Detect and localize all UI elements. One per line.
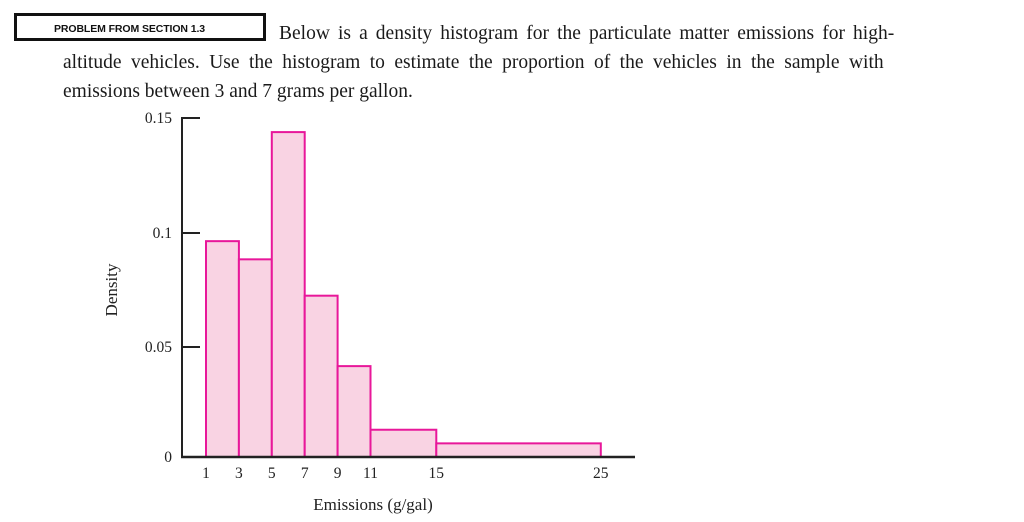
problem-text-line-1: Below is a density histogram for the par… (279, 23, 895, 44)
x-tick-label: 7 (301, 465, 309, 482)
histogram-bar-9-11 (336, 365, 372, 458)
histogram-bar-1-3 (205, 240, 240, 458)
y-tick-label: 0.15 (145, 110, 172, 127)
histogram-bar-15-25 (435, 442, 602, 459)
x-tick-label: 5 (268, 465, 276, 482)
y-axis-title: Density (102, 263, 121, 316)
x-tick-label: 9 (334, 465, 342, 482)
x-axis-title: Emissions (g/gal) (313, 495, 432, 514)
x-tick-label: 11 (363, 465, 378, 482)
y-axis-ticks: 0 0.05 0.1 0.15 (145, 110, 200, 466)
y-tick-label: 0.1 (153, 225, 172, 242)
chart-axes (181, 117, 635, 459)
x-tick-label: 15 (429, 465, 445, 482)
problem-section-label: PROBLEM FROM SECTION 1.3 (14, 13, 266, 41)
histogram-bar-11-15 (369, 428, 438, 458)
problem-text-line-3: emissions between 3 and 7 grams per gall… (63, 81, 413, 102)
problem-text-line-2: altitude vehicles. Use the histogram to … (63, 52, 884, 73)
x-tick-label: 25 (593, 465, 609, 482)
x-axis-ticks: 1 3 5 7 9 11 15 25 (202, 465, 609, 482)
histogram-bar-3-5 (237, 258, 273, 458)
histogram-bar-5-7 (270, 131, 306, 458)
histogram-bars (205, 131, 602, 459)
y-tick-label: 0 (164, 449, 172, 466)
x-tick-label: 1 (202, 465, 210, 482)
histogram-bar-7-9 (303, 294, 339, 458)
x-tick-label: 3 (235, 465, 243, 482)
y-tick-label: 0.05 (145, 339, 172, 356)
